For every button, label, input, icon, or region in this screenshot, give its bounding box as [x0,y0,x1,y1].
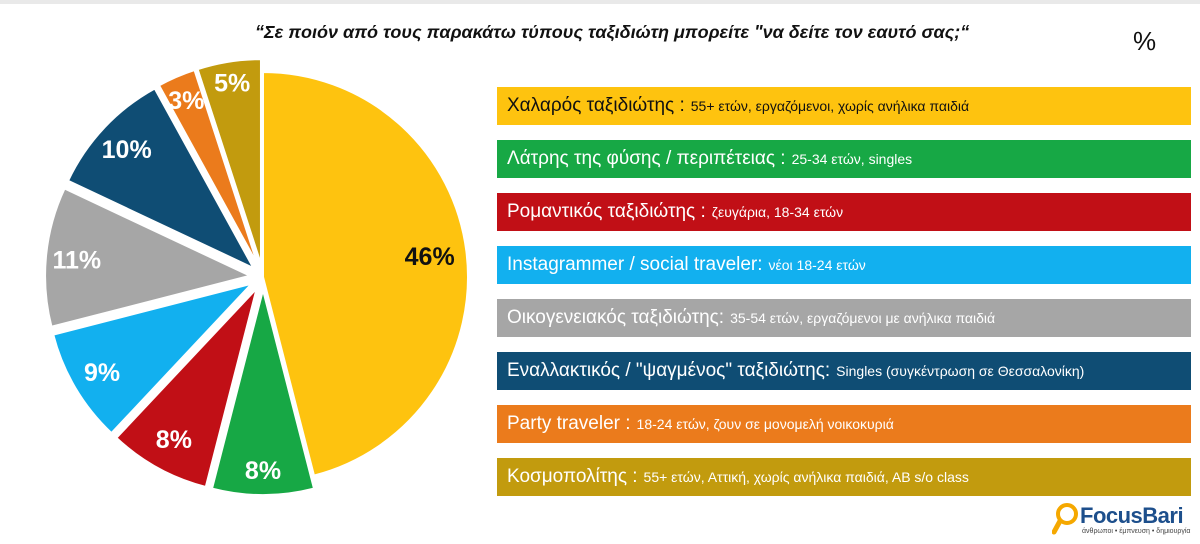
logo-tagline: άνθρωποι • έμπνευση • δημιουργία [1082,528,1191,535]
slice-value-label: 3% [168,87,204,115]
legend-description: 18-24 ετών, ζουν σε μονομελή νοικοκυριά [636,416,894,432]
top-rule [0,0,1200,4]
slice-value-label: 9% [84,359,120,387]
legend: Χαλαρός ταξιδιώτης : 55+ ετών, εργαζόμενο… [497,87,1191,511]
legend-description: 55+ ετών, Αττική, χωρίς ανήλικα παιδιά, … [643,469,969,485]
pie-slice [66,87,256,271]
legend-item: Instagrammer / social traveler: νέοι 18-2… [497,246,1191,284]
pie-slice [262,70,469,477]
slice-value-label: 11% [52,246,101,274]
focusbari-logo: FocusBari άνθρωποι • έμπνευση • δημιουργ… [1052,500,1192,540]
legend-item: Κοσμοπολίτης : 55+ ετών, Αττική, χωρίς αν… [497,458,1191,496]
legend-item: Λάτρης της φύσης / περιπέτειας : 25-34 ετ… [497,140,1191,178]
pie-slice [210,289,316,496]
legend-description: Singles (συγκέντρωση σε Θεσσαλονίκη) [836,363,1085,379]
legend-item: Χαλαρός ταξιδιώτης : 55+ ετών, εργαζόμενο… [497,87,1191,125]
legend-description: 25-34 ετών, singles [791,151,913,167]
legend-item: Οικογενειακός ταξιδιώτης: 35-54 ετών, εργ… [497,299,1191,337]
slice-value-label: 8% [156,426,192,454]
legend-description: 35-54 ετών, εργαζόμενοι με ανήλικα παιδι… [730,310,996,326]
magnifier-logo-icon [1052,503,1078,535]
legend-label: Χαλαρός ταξιδιώτης : [507,95,685,116]
slice-value-label: 5% [214,69,250,97]
legend-description: ζευγάρια, 18-34 ετών [711,204,844,220]
slice-value-label: 8% [245,457,281,485]
unit-label: % [1133,26,1157,56]
legend-label: Εναλλακτικός / "ψαγμένος" ταξιδιώτης: [507,360,831,381]
slice-value-label: 46% [405,243,455,271]
pie-slice [157,68,259,266]
legend-label: Instagrammer / social traveler: [507,254,763,275]
legend-description: 55+ ετών, εργαζόμενοι, χωρίς ανήλικα παι… [690,98,970,114]
legend-label: Ρομαντικός ταξιδιώτης : [507,201,706,222]
legend-label: Οικογενειακός ταξιδιώτης: [507,307,725,328]
pie-chart: 46% 8% 8% 9% 11% 10% 3% 5% [44,58,469,496]
legend-label: Κοσμοπολίτης : [507,466,638,487]
legend-item: Ρομαντικός ταξιδιώτης : ζευγάρια, 18-34 ε… [497,193,1191,231]
legend-label: Λάτρης της φύσης / περιπέτειας : [507,148,786,169]
logo-name: FocusBari [1080,503,1184,528]
pie-slice [196,58,262,265]
slice-value-label: 10% [102,136,152,164]
legend-label: Party traveler : [507,413,631,434]
pie-slice [44,187,253,328]
legend-item: Party traveler : 18-24 ετών, ζουν σε μονο… [497,405,1191,443]
legend-item: Εναλλακτικός / "ψαγμένος" ταξιδιώτης: Sin… [497,352,1191,390]
legend-description: νέοι 18-24 ετών [768,257,866,273]
chart-title: “Σε ποιόν από τους παρακάτω τύπους ταξιδ… [255,22,970,42]
pie-slice [52,281,255,435]
pie-slice [114,287,258,489]
